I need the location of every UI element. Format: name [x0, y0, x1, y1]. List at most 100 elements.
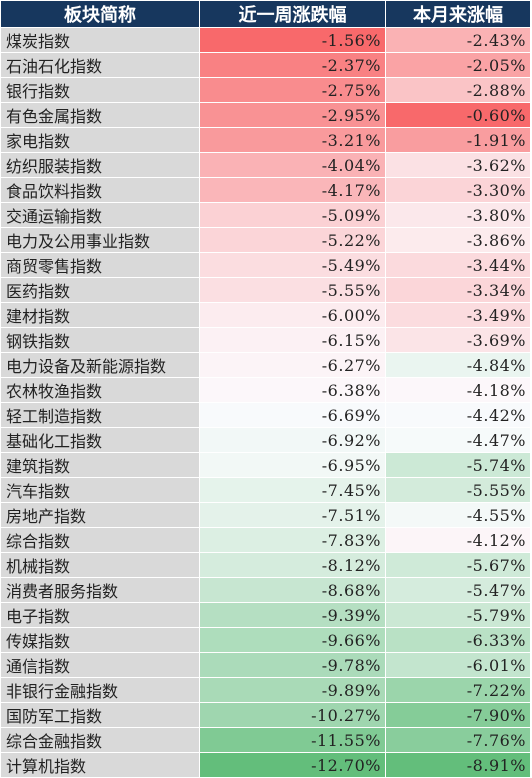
- month-change-cell: -5.47%: [385, 577, 531, 603]
- sector-name-cell: 煤炭指数: [0, 27, 200, 53]
- week-change-cell: -4.04%: [199, 152, 386, 178]
- week-change-cell: -8.12%: [199, 552, 386, 578]
- week-change-cell: -2.75%: [199, 77, 386, 103]
- month-change-cell: -4.55%: [385, 502, 531, 528]
- table-row: 医药指数 -5.55% -3.34%: [0, 277, 531, 303]
- week-change-cell: -10.27%: [199, 702, 386, 728]
- sector-name-cell: 交通运输指数: [0, 202, 200, 228]
- month-change-cell: -4.84%: [385, 352, 531, 378]
- week-change-cell: -6.27%: [199, 352, 386, 378]
- sector-name-cell: 综合金融指数: [0, 727, 200, 753]
- header-sector-name: 板块简称: [0, 0, 200, 28]
- header-month-change: 本月来涨幅: [385, 0, 531, 28]
- table-row: 交通运输指数 -5.09% -3.80%: [0, 202, 531, 228]
- table-body: 煤炭指数 -1.56% -2.43% 石油石化指数 -2.37% -2.05% 银行指数 -2…: [0, 27, 531, 778]
- month-change-cell: -5.79%: [385, 602, 531, 628]
- sector-name-cell: 房地产指数: [0, 502, 200, 528]
- table-row: 银行指数 -2.75% -2.88%: [0, 77, 531, 103]
- month-change-cell: -3.34%: [385, 277, 531, 303]
- week-change-cell: -5.22%: [199, 227, 386, 253]
- month-change-cell: -3.62%: [385, 152, 531, 178]
- sector-name-cell: 家电指数: [0, 127, 200, 153]
- week-change-cell: -5.49%: [199, 252, 386, 278]
- week-change-cell: -7.51%: [199, 502, 386, 528]
- month-change-cell: -1.91%: [385, 127, 531, 153]
- week-change-cell: -6.00%: [199, 302, 386, 328]
- week-change-cell: -8.68%: [199, 577, 386, 603]
- month-change-cell: -3.86%: [385, 227, 531, 253]
- sector-name-cell: 钢铁指数: [0, 327, 200, 353]
- week-change-cell: -6.15%: [199, 327, 386, 353]
- month-change-cell: -4.12%: [385, 527, 531, 553]
- week-change-cell: -11.55%: [199, 727, 386, 753]
- table-row: 食品饮料指数 -4.17% -3.30%: [0, 177, 531, 203]
- table-row: 房地产指数 -7.51% -4.55%: [0, 502, 531, 528]
- header-week-change: 近一周涨跌幅: [199, 0, 386, 28]
- month-change-cell: -5.67%: [385, 552, 531, 578]
- month-change-cell: -2.05%: [385, 52, 531, 78]
- month-change-cell: -7.22%: [385, 677, 531, 703]
- table-row: 有色金属指数 -2.95% -0.60%: [0, 102, 531, 128]
- sector-name-cell: 综合指数: [0, 527, 200, 553]
- week-change-cell: -5.55%: [199, 277, 386, 303]
- week-change-cell: -4.17%: [199, 177, 386, 203]
- month-change-cell: -3.30%: [385, 177, 531, 203]
- week-change-cell: -7.83%: [199, 527, 386, 553]
- month-change-cell: -3.44%: [385, 252, 531, 278]
- table-row: 机械指数 -8.12% -5.67%: [0, 552, 531, 578]
- table-row: 电子指数 -9.39% -5.79%: [0, 602, 531, 628]
- sector-name-cell: 消费者服务指数: [0, 577, 200, 603]
- sector-name-cell: 机械指数: [0, 552, 200, 578]
- sector-name-cell: 石油石化指数: [0, 52, 200, 78]
- sector-name-cell: 通信指数: [0, 652, 200, 678]
- table-row: 煤炭指数 -1.56% -2.43%: [0, 27, 531, 53]
- sector-name-cell: 传媒指数: [0, 627, 200, 653]
- week-change-cell: -9.39%: [199, 602, 386, 628]
- sector-name-cell: 汽车指数: [0, 477, 200, 503]
- header-row: 板块简称 近一周涨跌幅 本月来涨幅: [0, 0, 531, 28]
- month-change-cell: -7.76%: [385, 727, 531, 753]
- table-row: 建材指数 -6.00% -3.49%: [0, 302, 531, 328]
- sector-name-cell: 有色金属指数: [0, 102, 200, 128]
- week-change-cell: -6.92%: [199, 427, 386, 453]
- week-change-cell: -2.37%: [199, 52, 386, 78]
- table-row: 农林牧渔指数 -6.38% -4.18%: [0, 377, 531, 403]
- month-change-cell: -4.47%: [385, 427, 531, 453]
- sector-name-cell: 医药指数: [0, 277, 200, 303]
- table-row: 电力及公用事业指数 -5.22% -3.86%: [0, 227, 531, 253]
- table-row: 计算机指数 -12.70% -8.91%: [0, 752, 531, 778]
- table-row: 国防军工指数 -10.27% -7.90%: [0, 702, 531, 728]
- table-row: 建筑指数 -6.95% -5.74%: [0, 452, 531, 478]
- table-row: 纺织服装指数 -4.04% -3.62%: [0, 152, 531, 178]
- sector-name-cell: 农林牧渔指数: [0, 377, 200, 403]
- week-change-cell: -6.38%: [199, 377, 386, 403]
- month-change-cell: -5.55%: [385, 477, 531, 503]
- week-change-cell: -9.78%: [199, 652, 386, 678]
- week-change-cell: -9.89%: [199, 677, 386, 703]
- sector-name-cell: 银行指数: [0, 77, 200, 103]
- sector-name-cell: 基础化工指数: [0, 427, 200, 453]
- week-change-cell: -12.70%: [199, 752, 386, 778]
- table-row: 轻工制造指数 -6.69% -4.42%: [0, 402, 531, 428]
- week-change-cell: -9.66%: [199, 627, 386, 653]
- month-change-cell: -6.33%: [385, 627, 531, 653]
- sector-name-cell: 电力设备及新能源指数: [0, 352, 200, 378]
- sector-name-cell: 纺织服装指数: [0, 152, 200, 178]
- month-change-cell: -7.90%: [385, 702, 531, 728]
- month-change-cell: -3.69%: [385, 327, 531, 353]
- table-row: 电力设备及新能源指数 -6.27% -4.84%: [0, 352, 531, 378]
- week-change-cell: -1.56%: [199, 27, 386, 53]
- sector-name-cell: 建材指数: [0, 302, 200, 328]
- month-change-cell: -2.88%: [385, 77, 531, 103]
- month-change-cell: -2.43%: [385, 27, 531, 53]
- table-row: 通信指数 -9.78% -6.01%: [0, 652, 531, 678]
- sector-name-cell: 食品饮料指数: [0, 177, 200, 203]
- month-change-cell: -3.49%: [385, 302, 531, 328]
- week-change-cell: -6.95%: [199, 452, 386, 478]
- week-change-cell: -6.69%: [199, 402, 386, 428]
- table-row: 基础化工指数 -6.92% -4.47%: [0, 427, 531, 453]
- month-change-cell: -4.42%: [385, 402, 531, 428]
- table-row: 综合指数 -7.83% -4.12%: [0, 527, 531, 553]
- table-row: 汽车指数 -7.45% -5.55%: [0, 477, 531, 503]
